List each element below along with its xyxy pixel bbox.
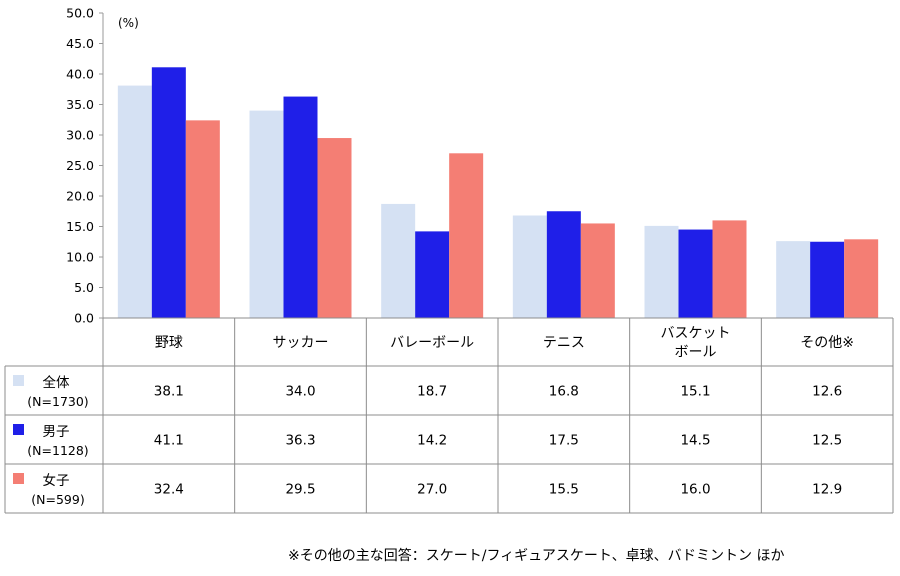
footnote: ※その他の主な回答：スケート/フィギュアスケート、卓球、バドミントン ほか [288, 548, 785, 564]
bar-2-2 [283, 96, 318, 318]
table-cell: 18.7 [417, 384, 447, 400]
bar-1-5 [644, 225, 679, 318]
table-cell: 36.3 [285, 433, 315, 449]
table-cell: 14.5 [680, 433, 710, 449]
table-cell: 15.5 [549, 482, 579, 498]
bar-2-6 [810, 241, 845, 318]
x-category-label: テニス [543, 335, 585, 351]
table-cell: 12.5 [812, 433, 842, 449]
x-category-label: ボール [675, 345, 717, 361]
bar-3-4 [580, 223, 615, 318]
legend-count-3: (N=599) [31, 492, 84, 507]
chart-area: (%) 0.0 5.0 10.0 15.0 20.0 25.0 30.0 35.0 40.0 45… [4, 6, 894, 514]
x-category-label: サッカー [273, 335, 329, 351]
legend-name-2: 男子 [43, 424, 70, 440]
legend-count-2: (N=1128) [27, 443, 88, 458]
legend-swatch-3 [13, 473, 24, 484]
bar-3-2 [317, 138, 352, 318]
table-cell: 29.5 [285, 482, 315, 498]
y-tick-label: 35.0 [66, 97, 94, 112]
bar-3-5 [712, 220, 747, 318]
table-cell: 27.0 [417, 482, 447, 498]
y-tick-label: 5.0 [74, 280, 94, 295]
unit-label: (%) [118, 16, 139, 30]
legend-swatch-2 [13, 424, 24, 435]
y-axis: 0.0 5.0 10.0 15.0 20.0 25.0 30.0 35.0 40.0 45.0 50… [66, 6, 104, 326]
table-cell: 15.1 [680, 384, 710, 400]
y-tick-label: 15.0 [66, 219, 94, 234]
bar-1-1 [117, 85, 152, 318]
bar-3-1 [185, 120, 220, 318]
legend-count-1: (N=1730) [27, 394, 88, 409]
table-cell: 32.4 [154, 482, 184, 498]
bar-3-3 [449, 153, 484, 318]
table-cell: 16.0 [680, 482, 710, 498]
bar-2-5 [678, 229, 713, 318]
legend-swatch-1 [13, 375, 24, 386]
bar-1-6 [776, 241, 811, 318]
bar-1-2 [249, 110, 284, 318]
y-tick-label: 45.0 [66, 36, 94, 51]
x-category-label: その他※ [800, 335, 854, 351]
y-tick-label: 10.0 [66, 250, 94, 265]
x-category-label: 野球 [155, 335, 183, 351]
table-cell: 14.2 [417, 433, 447, 449]
legend-name-1: 全体 [43, 374, 70, 391]
bar-2-4 [546, 211, 581, 318]
y-tick-label: 0.0 [74, 311, 94, 326]
table-cell: 34.0 [285, 384, 315, 400]
bar-1-3 [381, 203, 416, 318]
table-cell: 41.1 [154, 433, 184, 449]
y-tick-label: 50.0 [66, 6, 94, 21]
y-tick-label: 25.0 [66, 158, 94, 173]
legend-name-3: 女子 [43, 472, 70, 489]
table-cell: 17.5 [549, 433, 579, 449]
table-cell: 12.6 [812, 384, 842, 400]
y-tick-label: 30.0 [66, 128, 94, 143]
table-cell: 38.1 [154, 384, 184, 400]
table-cell: 12.9 [812, 482, 842, 498]
bar-2-3 [415, 231, 450, 318]
bar-2-1 [151, 67, 186, 318]
bar-3-6 [844, 239, 879, 318]
x-category-label: バスケット [661, 326, 731, 342]
bar-1-4 [512, 215, 547, 318]
bars [117, 67, 879, 318]
y-tick-label: 40.0 [66, 67, 94, 82]
x-category-label: バレーボール [390, 335, 474, 351]
table-cell: 16.8 [549, 384, 579, 400]
y-tick-label: 20.0 [66, 189, 94, 204]
